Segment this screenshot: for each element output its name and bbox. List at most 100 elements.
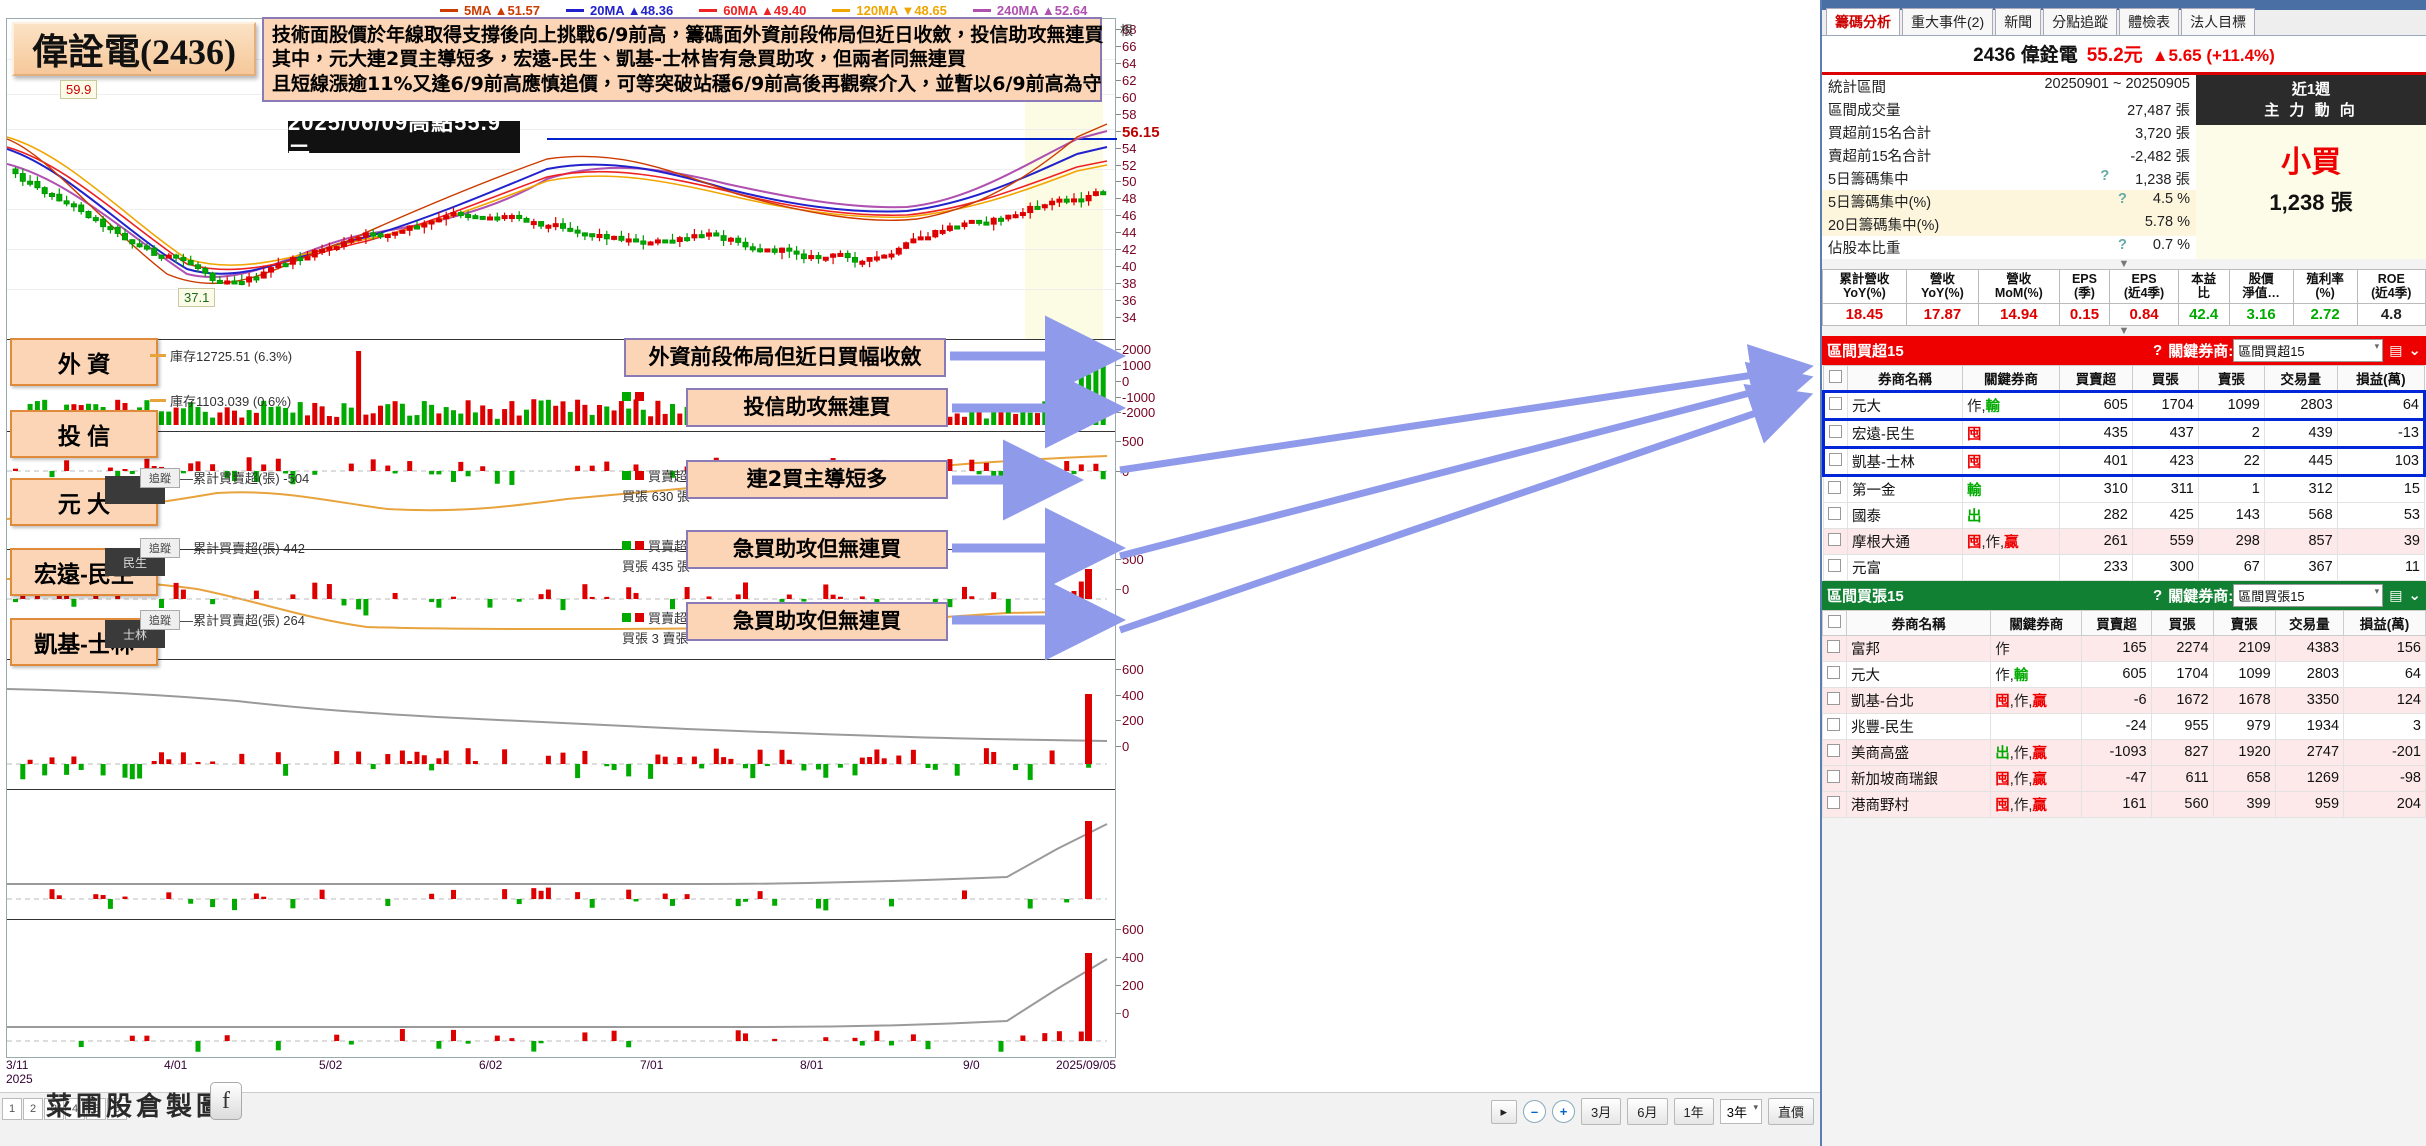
- select-all-checkbox[interactable]: [1828, 614, 1841, 628]
- key-broker-select-2[interactable]: 區間買張15: [2233, 583, 2384, 607]
- table-row[interactable]: 元富 233 300 67 367 11: [1823, 553, 2426, 581]
- help-icon-2[interactable]: ?: [2153, 586, 2163, 604]
- broker3-track-button[interactable]: 追蹤: [140, 610, 180, 630]
- row-checkbox[interactable]: [1827, 795, 1840, 809]
- key-broker-select[interactable]: 區間買超15: [2233, 338, 2384, 362]
- range-6m-button[interactable]: 6月: [1627, 1098, 1668, 1125]
- table-row[interactable]: 第一金輸 310 311 1 312 15: [1823, 474, 2426, 503]
- panel-tab[interactable]: 重大事件(2): [1902, 8, 1994, 35]
- table-row[interactable]: 元大 作,輸 605 1704 1099 2803 64: [1822, 660, 2426, 688]
- page-button[interactable]: 1: [2, 1098, 22, 1120]
- chevron-down-icon[interactable]: ⌄: [2408, 342, 2421, 360]
- sell-lots: 658: [2212, 764, 2276, 792]
- key-broker-tags: [1990, 712, 2083, 740]
- row-checkbox[interactable]: [1827, 717, 1840, 731]
- select-all-header[interactable]: [1823, 364, 1848, 392]
- broker-buy15-table: 券商名稱 關鍵券商 買賣超 買張 賣張 交易量 損益(萬) 元大 作,輸 605 1704 1099…: [1822, 364, 2426, 581]
- scroll-right-button[interactable]: ▸: [1490, 1099, 1518, 1124]
- table-row[interactable]: 凱基-台北 囤,作,贏 -6 1672 1678 3350 124: [1822, 686, 2426, 714]
- select-all-header[interactable]: [1822, 609, 1847, 636]
- page-button[interactable]: 5: [86, 1098, 106, 1120]
- page-button[interactable]: 3: [44, 1098, 64, 1120]
- zoom-in-button[interactable]: +: [1552, 1100, 1576, 1123]
- row-checkbox-cell[interactable]: [1822, 738, 1847, 766]
- grid-icon-2[interactable]: ▤: [2389, 586, 2403, 603]
- row-checkbox[interactable]: [1827, 665, 1840, 679]
- row-checkbox[interactable]: [1828, 558, 1841, 572]
- help-icon[interactable]: ?: [2118, 191, 2127, 207]
- metric-value: 42.4: [2177, 302, 2230, 326]
- row-checkbox-cell[interactable]: [1823, 501, 1848, 529]
- stat-value: 20250901 ~ 20250905: [2044, 76, 2190, 92]
- table-row[interactable]: 美商高盛 出,作,贏 -1093 827 1920 2747 -201: [1822, 738, 2426, 766]
- row-checkbox-cell[interactable]: [1822, 712, 1847, 740]
- row-checkbox-cell[interactable]: [1822, 686, 1847, 714]
- table-row[interactable]: 兆豐-民生 -24 955 979 1934 3: [1822, 712, 2426, 740]
- row-checkbox-cell[interactable]: [1822, 764, 1847, 792]
- axis-tick-label: 0: [1115, 1005, 1130, 1021]
- sell-lots: 979: [2212, 712, 2276, 740]
- table-row[interactable]: 港商野村 囤,作,贏 161 560 399 959 204: [1822, 790, 2426, 818]
- column-header: 券商名稱: [1845, 609, 1992, 636]
- column-header: 股價 淨值…: [2228, 269, 2294, 304]
- panel-tab[interactable]: 新聞: [1995, 8, 2042, 35]
- zoom-out-button[interactable]: –: [1523, 1100, 1547, 1123]
- row-checkbox[interactable]: [1829, 396, 1842, 410]
- table-row[interactable]: 富邦作 165 2274 2109 4383 156: [1822, 634, 2426, 662]
- panel-tab[interactable]: 分點追蹤: [2043, 8, 2118, 35]
- stat-value: 5.78 %: [2144, 214, 2190, 230]
- table-row[interactable]: 摩根大通 囤,作,贏 261 559 298 857 39: [1823, 527, 2426, 555]
- table-row[interactable]: 國泰出 282 425 143 568 53: [1823, 501, 2426, 529]
- table-row[interactable]: 元大 作,輸 605 1704 1099 2803 64: [1822, 389, 2426, 421]
- broker1-track-button[interactable]: 追蹤: [140, 468, 180, 488]
- table-row[interactable]: 凱基-士林囤 401 423 22 445 103: [1822, 445, 2426, 477]
- row-checkbox-cell[interactable]: [1822, 389, 1848, 421]
- broker2-track-button[interactable]: 追蹤: [140, 538, 180, 558]
- main-flow-card: 近1週 主 力 動 向 小買 1,238 張: [2196, 75, 2426, 259]
- row-checkbox[interactable]: [1828, 532, 1841, 546]
- row-checkbox[interactable]: [1828, 480, 1841, 494]
- table-row[interactable]: 宏遠-民生囤 435 437 2 439 -13: [1822, 417, 2426, 449]
- row-checkbox-cell[interactable]: [1822, 790, 1847, 818]
- page-button[interactable]: 2: [23, 1098, 43, 1120]
- row-checkbox-cell[interactable]: [1823, 527, 1848, 555]
- trade-volume: 568: [2263, 501, 2338, 529]
- range-1y-button[interactable]: 1年: [1673, 1098, 1714, 1125]
- row-checkbox-cell[interactable]: [1822, 634, 1847, 662]
- page-button[interactable]: 6: [107, 1098, 127, 1120]
- page-button[interactable]: 4: [65, 1098, 85, 1120]
- row-checkbox[interactable]: [1827, 769, 1840, 783]
- panel-tab[interactable]: 法人目標: [2181, 8, 2256, 35]
- panel-tab[interactable]: 體檢表: [2119, 8, 2180, 35]
- facebook-icon[interactable]: f: [210, 1082, 242, 1120]
- row-checkbox[interactable]: [1827, 691, 1840, 705]
- row-checkbox[interactable]: [1827, 639, 1840, 653]
- ma-legend-label: 120MA ▼48.65: [856, 2, 947, 18]
- axis-tick-label: 60: [1115, 89, 1137, 105]
- row-checkbox[interactable]: [1828, 506, 1841, 520]
- grid-icon[interactable]: ▤: [2389, 341, 2403, 358]
- x-axis-tick: 8/01: [800, 1058, 824, 1072]
- row-checkbox-cell[interactable]: [1823, 474, 1848, 503]
- help-icon[interactable]: ?: [2100, 168, 2110, 184]
- row-checkbox[interactable]: [1829, 452, 1842, 466]
- price-mode-button[interactable]: 直價: [1767, 1098, 1814, 1125]
- row-checkbox-cell[interactable]: [1822, 417, 1848, 449]
- row-checkbox[interactable]: [1829, 424, 1842, 438]
- help-icon[interactable]: ?: [2118, 237, 2127, 253]
- help-icon[interactable]: ?: [2153, 341, 2163, 359]
- buy-lots: 1704: [2131, 389, 2199, 421]
- collapse-caret-icon[interactable]: ▼: [1822, 259, 2426, 270]
- row-checkbox-cell[interactable]: [1823, 553, 1848, 581]
- row-checkbox-cell[interactable]: [1822, 660, 1847, 688]
- chevron-down-icon-2[interactable]: ⌄: [2408, 587, 2421, 605]
- range-3y-select[interactable]: 3年: [1719, 1099, 1762, 1124]
- panel-tab[interactable]: 籌碼分析: [1826, 8, 1900, 35]
- row-checkbox-cell[interactable]: [1822, 445, 1848, 477]
- range-3m-button[interactable]: 3月: [1581, 1098, 1622, 1125]
- row-checkbox[interactable]: [1827, 743, 1840, 757]
- table-row[interactable]: 新加坡商瑞銀 囤,作,贏 -47 611 658 1269 -98: [1822, 764, 2426, 792]
- select-all-checkbox[interactable]: [1829, 369, 1842, 383]
- collapse-caret-icon-2[interactable]: ▼: [1822, 325, 2426, 336]
